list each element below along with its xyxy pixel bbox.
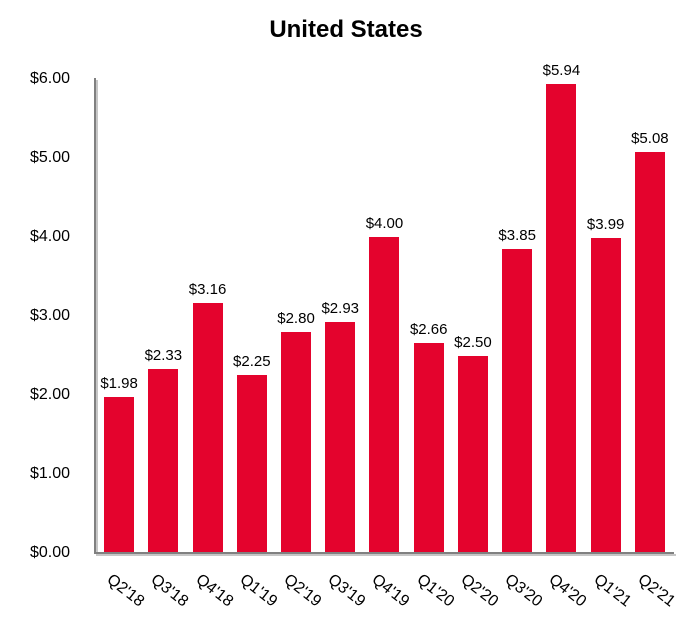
x-axis-line <box>94 552 674 554</box>
bar-value-label: $5.94 <box>542 61 581 79</box>
y-tick-label: $3.00 <box>29 307 70 324</box>
x-tick-label: Q3'18 <box>147 571 192 611</box>
bar-value-label: $4.00 <box>365 215 404 232</box>
bar-value-label: $3.16 <box>188 281 227 299</box>
x-tick-label: Q1'21 <box>590 571 634 611</box>
y-axis-line <box>94 78 96 554</box>
bar <box>369 237 400 553</box>
bar-value-label: $3.85 <box>498 226 536 244</box>
bar-value-label: $2.25 <box>233 353 271 371</box>
y-tick-label: $5.00 <box>29 149 70 166</box>
bar-value-label: $2.93 <box>321 299 360 317</box>
bar-value-label: $3.99 <box>586 215 625 233</box>
y-tick-label: $0.00 <box>29 544 70 561</box>
bar <box>192 303 223 553</box>
bar <box>634 151 665 553</box>
y-tick-label: $2.00 <box>29 386 70 403</box>
bar <box>457 355 488 553</box>
bar-value-label: $2.66 <box>409 320 448 338</box>
x-tick-label: Q2'20 <box>457 571 502 611</box>
bar-value-label: $2.33 <box>144 346 183 364</box>
y-tick-label: $1.00 <box>29 465 70 482</box>
bar <box>590 237 621 553</box>
x-tick-label: Q4'19 <box>369 571 413 611</box>
x-tick-label: Q2'19 <box>280 571 325 611</box>
y-tick-label: $6.00 <box>29 70 70 87</box>
x-tick-label: Q2'18 <box>103 571 148 611</box>
bar-value-label: $1.98 <box>100 374 138 392</box>
bar <box>236 375 267 553</box>
x-tick-label: Q1'20 <box>413 571 457 611</box>
x-tick-label: Q1'19 <box>236 571 281 611</box>
x-tick-label: Q2'21 <box>634 571 679 611</box>
bar-value-label: $2.50 <box>454 333 492 351</box>
bar <box>148 368 179 553</box>
x-tick-label: Q3'20 <box>501 571 546 611</box>
bar <box>502 248 533 553</box>
bar <box>413 342 444 553</box>
x-tick-label: Q4'18 <box>192 571 236 611</box>
bar <box>546 83 577 553</box>
x-tick-label: Q4'20 <box>545 571 590 611</box>
bar-value-label: $2.80 <box>277 309 315 327</box>
y-tick-label: $4.00 <box>29 228 70 245</box>
bar <box>325 321 356 553</box>
bar <box>104 396 135 553</box>
bar <box>281 331 312 553</box>
x-tick-label: Q3'19 <box>324 571 369 611</box>
bar-value-label: $5.08 <box>631 129 669 147</box>
chart-title: United States <box>269 16 423 43</box>
